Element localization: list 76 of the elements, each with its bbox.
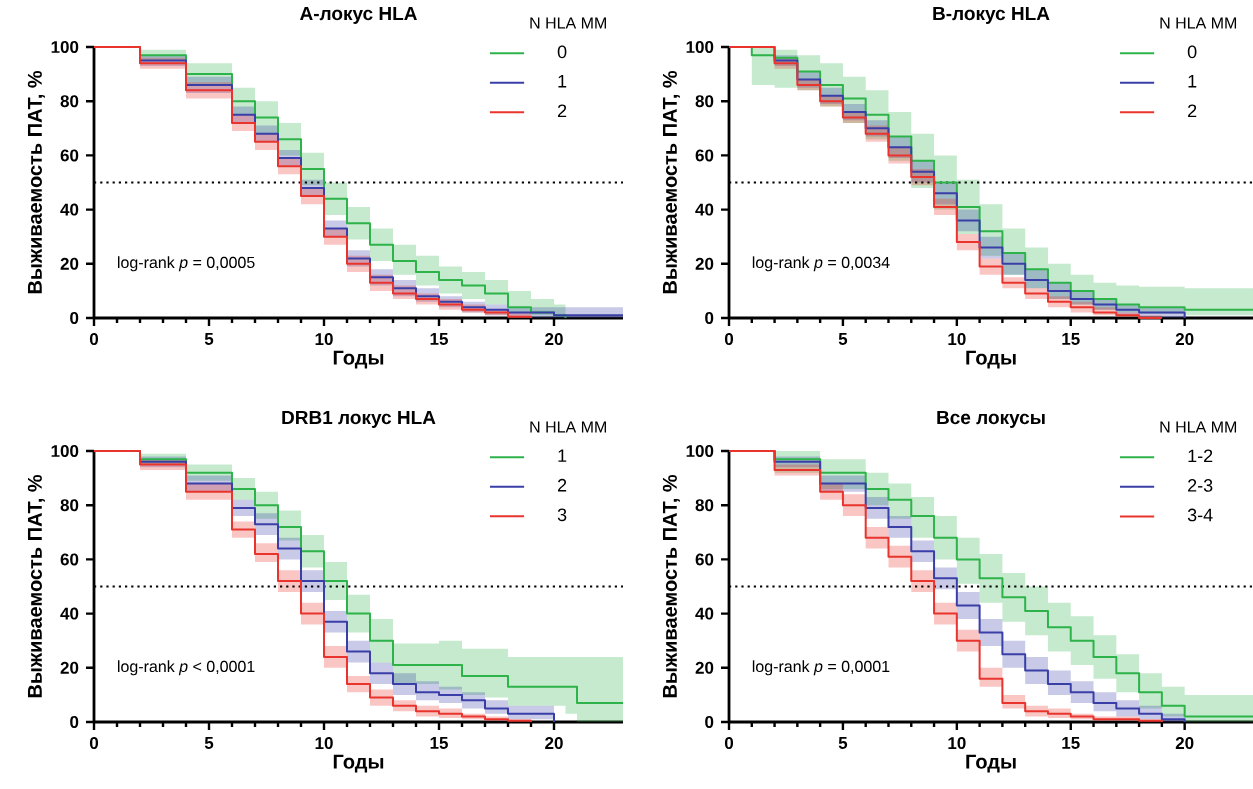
y-tick-label: 0: [705, 716, 714, 729]
x-tick-label: 20: [545, 737, 563, 750]
y-axis-title: Выживаемость ПАТ, %: [662, 70, 680, 294]
x-axis-title: Годы: [333, 350, 384, 369]
x-tick-label: 0: [724, 737, 734, 750]
x-tick-label: 5: [838, 333, 848, 345]
x-tick-label: 5: [838, 737, 848, 749]
legend-label: 2: [558, 104, 567, 117]
legend-label: 1-2: [1188, 449, 1213, 463]
x-tick-label: 15: [430, 737, 448, 749]
y-tick-label: 0: [705, 311, 714, 325]
y-axis-title: Выживаемость ПАТ, %: [27, 70, 45, 294]
y-tick-label: 80: [695, 499, 714, 512]
legend-title: N HLA MM: [1160, 17, 1237, 29]
y-tick-label: 40: [60, 607, 79, 620]
legend-title: N HLA MM: [530, 421, 606, 433]
y-tick-label: 80: [695, 95, 714, 108]
x-tick-label: 20: [1175, 333, 1194, 346]
annotation: log-rank p = 0,0005: [118, 256, 255, 272]
legend-label: 0: [557, 45, 567, 59]
y-tick-label: 0: [70, 716, 79, 729]
x-tick-label: 5: [204, 333, 214, 345]
x-tick-label: 0: [724, 333, 734, 346]
y-tick-label: 20: [695, 661, 714, 674]
annotation: log-rank p < 0,0001: [118, 660, 255, 676]
y-tick-label: 60: [60, 149, 79, 162]
legend-label: 3-4: [1187, 508, 1213, 522]
x-tick-label: 5: [204, 737, 214, 749]
x-tick-label: 15: [430, 333, 448, 345]
x-tick-label: 0: [89, 333, 99, 346]
x-axis-title: Годы: [966, 350, 1016, 369]
legend-label: 2-3: [1188, 479, 1213, 492]
x-axis-title: Годы: [966, 754, 1016, 773]
x-tick-label: 10: [315, 737, 333, 750]
y-tick-label: 60: [60, 553, 79, 566]
legend-label: 1: [558, 75, 567, 88]
y-tick-label: 100: [686, 445, 714, 458]
y-axis-title: Выживаемость ПАТ, %: [27, 474, 45, 698]
x-tick-label: 15: [1062, 737, 1080, 749]
y-tick-label: 40: [695, 607, 714, 620]
legend-label: 1: [558, 449, 567, 462]
x-tick-label: 10: [948, 333, 966, 346]
x-tick-label: 20: [1175, 737, 1194, 750]
y-axis-title: Выживаемость ПАТ, %: [662, 474, 680, 698]
chart-title: DRB1 локус HLA: [282, 410, 436, 428]
y-tick-label: 60: [695, 149, 714, 162]
legend-title: N HLA MM: [1160, 421, 1237, 433]
y-tick-label: 20: [60, 257, 79, 270]
y-tick-label: 100: [686, 40, 714, 54]
y-tick-label: 80: [60, 499, 79, 512]
x-axis-title: Годы: [333, 754, 384, 773]
y-tick-label: 20: [60, 661, 79, 674]
legend-label: 3: [557, 508, 567, 522]
annotation: log-rank p = 0,0001: [752, 660, 890, 676]
chart-title: B-локус HLA: [933, 6, 1050, 24]
chart-title: A-локус HLA: [299, 6, 417, 24]
legend-label: 0: [1187, 45, 1197, 59]
y-tick-label: 40: [60, 203, 79, 216]
legend-label: 2: [1188, 104, 1197, 117]
y-tick-label: 60: [695, 553, 714, 566]
legend-label: 2: [558, 478, 567, 492]
x-tick-label: 20: [545, 333, 563, 346]
y-tick-label: 100: [51, 445, 79, 458]
y-tick-label: 80: [60, 95, 79, 108]
x-tick-label: 0: [89, 737, 99, 750]
chart-title: Все локусы: [937, 410, 1045, 428]
y-tick-label: 20: [695, 257, 714, 270]
y-tick-label: 40: [695, 203, 714, 216]
x-tick-label: 10: [948, 737, 966, 750]
legend-title: N HLA MM: [530, 17, 606, 29]
annotation: log-rank p = 0,0034: [752, 256, 890, 272]
y-tick-label: 100: [51, 40, 79, 54]
x-tick-label: 15: [1062, 333, 1080, 345]
legend-label: 1: [1188, 75, 1197, 88]
y-tick-label: 0: [70, 311, 79, 325]
x-tick-label: 10: [315, 333, 333, 346]
